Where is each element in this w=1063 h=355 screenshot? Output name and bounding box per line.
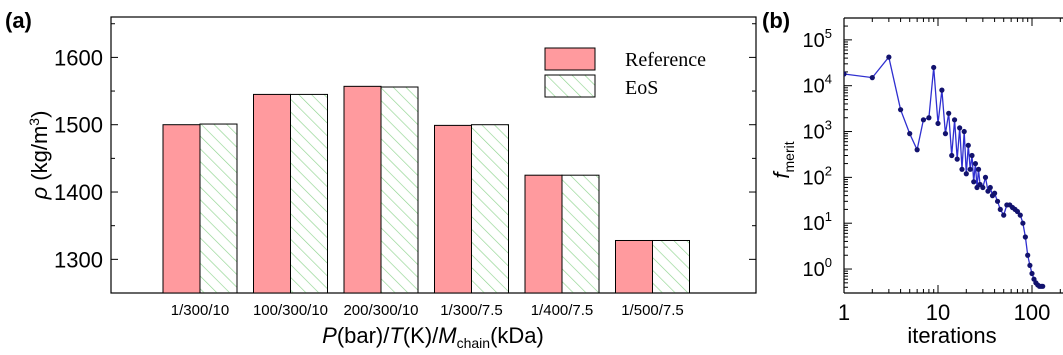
x-axis-a: 1/300/10 100/300/10 200/300/10 1/300/7.5 1/4… (171, 287, 684, 319)
data-point-b (939, 87, 945, 93)
data-point-b (972, 160, 979, 167)
legend-swatch-eos (544, 74, 596, 98)
data-point-b (931, 64, 937, 71)
x-axis-label-b: iterations (907, 323, 996, 348)
x-tick-label-a: 1/500/7.5 (621, 302, 684, 319)
y-axis-b: 100 101 102 103 104 105 (803, 17, 852, 294)
data-point-b (980, 184, 986, 191)
bar-eos (471, 124, 509, 294)
data-point-b (959, 166, 965, 172)
data-point-b (1040, 283, 1046, 289)
data-point-b (997, 206, 1003, 213)
y-tick-label-a: 1400 (54, 180, 103, 205)
data-point-b (967, 166, 973, 172)
data-point-b (969, 152, 975, 159)
bar-eos (652, 239, 690, 294)
y-axis-a: 1300 1400 1500 1600 (54, 23, 756, 272)
data-point-b (935, 120, 941, 127)
y-tick-label-a: 1300 (54, 247, 103, 272)
x-tick-label-a: 1/400/7.5 (531, 302, 594, 319)
data-point-b (957, 125, 963, 131)
y-tick-label-b: 105 (803, 26, 832, 52)
data-point-b (961, 128, 967, 135)
y-tick-label-b: 103 (803, 118, 832, 144)
data-point-b (975, 166, 982, 172)
data-point-b (1022, 234, 1028, 240)
panel-a-label: (a) (5, 8, 32, 33)
data-point-b (1025, 252, 1031, 258)
data-point-b (907, 131, 913, 137)
bar-reference (615, 239, 653, 294)
data-point-b (994, 198, 1001, 204)
panel-b: (b) 100 101 102 103 104 105 1 10 100 fmerit ite… (762, 8, 1063, 348)
legend-label-eos: EoS (625, 77, 658, 99)
panel-a: (a) 1300 1400 1500 1600 1/300/10 100/300/10 2… (5, 8, 757, 351)
y-tick-label-b: 104 (803, 72, 832, 98)
data-point-b (949, 152, 955, 159)
x-tick-label-b: 1 (838, 300, 850, 325)
y-tick-label-b: 102 (803, 163, 832, 189)
data-point-b (1020, 220, 1026, 226)
bar-reference (524, 174, 563, 294)
data-point-b (954, 156, 960, 162)
data-point-b (991, 190, 998, 196)
bar-eos (199, 123, 238, 294)
data-point-b (869, 75, 875, 81)
data-point-b (1029, 270, 1035, 277)
data-point-b (1017, 212, 1023, 218)
data-point-b (1014, 208, 1021, 215)
data-point-b (844, 71, 847, 77)
data-point-b (926, 115, 932, 121)
y-axis-label-a: ρ (kg/m3) (26, 111, 52, 201)
data-point-b (886, 54, 892, 60)
bar-eos (561, 174, 600, 294)
panel-b-label: (b) (762, 8, 790, 33)
x-axis-label-a: P(bar)/T(K)/Mchain(kDa) (322, 323, 544, 351)
data-point-b (982, 174, 989, 180)
y-tick-label-a: 1600 (54, 45, 103, 70)
data-point-b (897, 107, 904, 113)
data-point-b (987, 184, 993, 191)
data-point-b (914, 147, 920, 153)
data-point-b (951, 117, 958, 123)
data-point-b (1027, 262, 1033, 269)
bar-eos (380, 86, 419, 294)
data-point-b (965, 142, 971, 148)
series-line-b (844, 55, 1043, 287)
bar-reference (434, 124, 472, 294)
bar-reference (343, 85, 382, 294)
x-tick-label-a: 1/300/10 (171, 302, 229, 319)
legend-a: Reference EoS (544, 47, 706, 99)
x-tick-label-b: 10 (926, 300, 950, 325)
bars-a (162, 85, 690, 294)
data-point-b (1001, 212, 1007, 218)
data-point-b (946, 110, 952, 116)
x-tick-label-a: 1/300/7.5 (440, 302, 503, 319)
legend-label-reference: Reference (625, 49, 706, 71)
data-point-b (942, 131, 949, 137)
x-axis-b: 1 10 100 (838, 18, 1061, 325)
data-point-b (920, 117, 927, 123)
x-tick-label-b: 100 (1014, 300, 1051, 325)
data-point-b (963, 171, 969, 177)
y-axis-label-b: fmerit (769, 141, 797, 178)
bar-reference (253, 93, 291, 294)
y-tick-label-b: 100 (803, 255, 832, 281)
y-tick-label-a: 1500 (54, 113, 103, 138)
data-point-b (971, 179, 977, 185)
plot-frame-a (110, 16, 757, 294)
bar-eos (290, 93, 328, 294)
y-tick-label-b: 101 (803, 209, 832, 235)
legend-swatch-reference (544, 47, 596, 71)
x-tick-label-a: 200/300/10 (343, 302, 418, 319)
series-points-b (844, 54, 1046, 289)
bar-reference (162, 124, 201, 294)
x-tick-label-a: 100/300/10 (253, 302, 328, 319)
